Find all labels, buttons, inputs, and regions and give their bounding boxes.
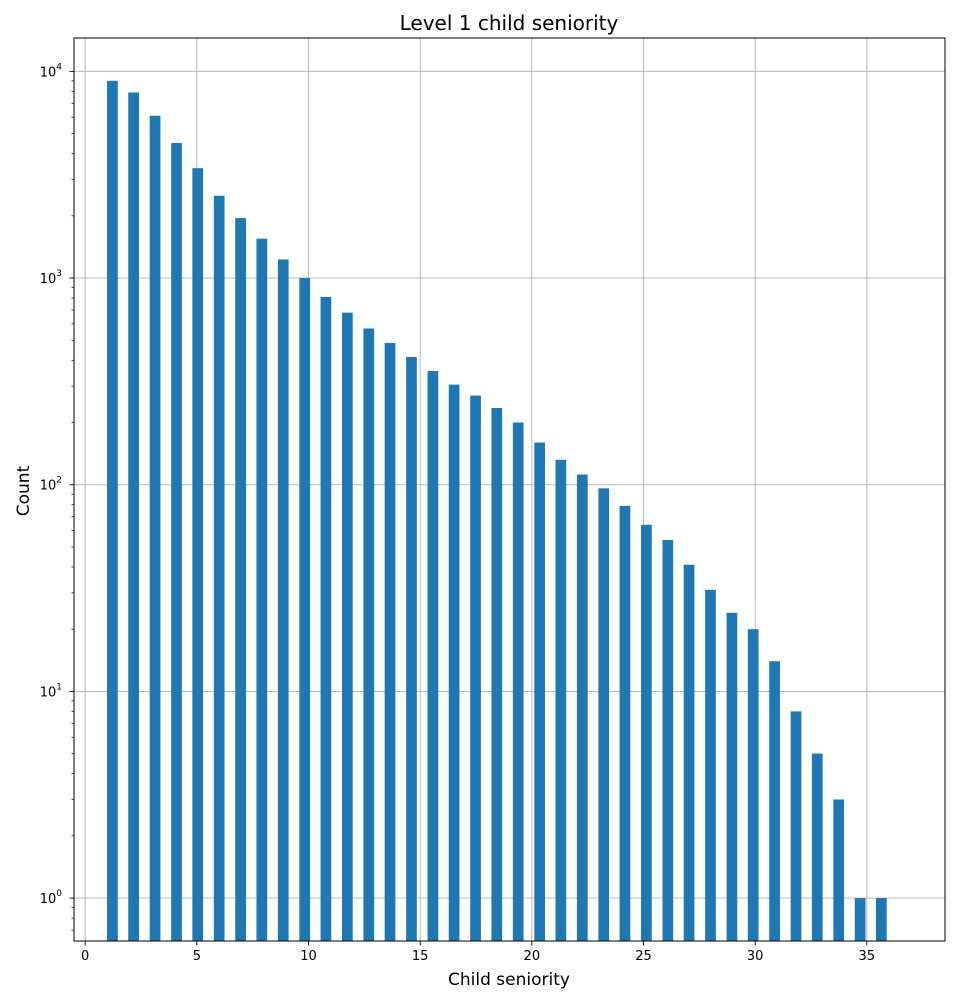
bar bbox=[171, 143, 182, 941]
y-tick-label: 101 bbox=[40, 682, 62, 700]
bar bbox=[213, 195, 225, 941]
bar bbox=[299, 278, 311, 941]
bar bbox=[534, 442, 546, 941]
bar bbox=[683, 564, 695, 941]
bar bbox=[769, 661, 780, 941]
bar bbox=[256, 238, 268, 941]
bar bbox=[662, 540, 674, 941]
bar bbox=[726, 612, 738, 941]
bar bbox=[705, 589, 716, 941]
bar bbox=[320, 296, 332, 942]
bar bbox=[875, 898, 887, 941]
bar bbox=[790, 711, 802, 941]
x-tick-label: 10 bbox=[300, 949, 317, 964]
bar bbox=[107, 80, 118, 942]
bar bbox=[747, 629, 759, 941]
x-tick-label: 15 bbox=[412, 949, 429, 964]
bar bbox=[342, 312, 353, 941]
x-axis-label: Child seniority bbox=[448, 970, 570, 990]
x-tick-label: 20 bbox=[524, 949, 541, 964]
bar bbox=[384, 342, 396, 941]
axes bbox=[69, 37, 946, 946]
x-tick-label: 30 bbox=[747, 949, 764, 964]
axes-frame bbox=[73, 37, 946, 942]
bar bbox=[277, 259, 289, 941]
bar bbox=[448, 384, 460, 941]
y-tick-label: 102 bbox=[40, 476, 62, 494]
y-tick-label: 100 bbox=[40, 889, 63, 907]
y-axis-label: Count bbox=[14, 465, 34, 516]
bar bbox=[811, 753, 823, 941]
bar bbox=[406, 356, 417, 941]
x-tick-label: 35 bbox=[859, 949, 876, 964]
bar bbox=[128, 92, 139, 942]
bar bbox=[598, 488, 610, 941]
bar bbox=[512, 422, 524, 941]
bar bbox=[149, 115, 161, 941]
x-tick-label: 0 bbox=[81, 949, 89, 964]
y-tick-label: 103 bbox=[40, 269, 62, 287]
bar bbox=[641, 524, 652, 941]
bar bbox=[363, 328, 375, 941]
bar bbox=[833, 799, 845, 941]
x-tick-label: 5 bbox=[193, 949, 201, 964]
chart-title: Level 1 child seniority bbox=[400, 11, 619, 35]
bar bbox=[470, 395, 481, 941]
bar bbox=[192, 168, 204, 941]
y-tick-label: 104 bbox=[40, 62, 63, 80]
bar bbox=[576, 474, 588, 941]
bar bbox=[555, 459, 567, 941]
tick-labels: 0 5 10 15 20 25 30 35 100 101 102 103 104 bbox=[40, 62, 875, 964]
bar bbox=[619, 505, 631, 941]
x-tick-label: 25 bbox=[635, 949, 652, 964]
bars bbox=[107, 80, 887, 942]
bar bbox=[427, 370, 439, 942]
bar bbox=[491, 408, 503, 941]
bar bbox=[854, 898, 866, 941]
bar bbox=[235, 218, 246, 941]
